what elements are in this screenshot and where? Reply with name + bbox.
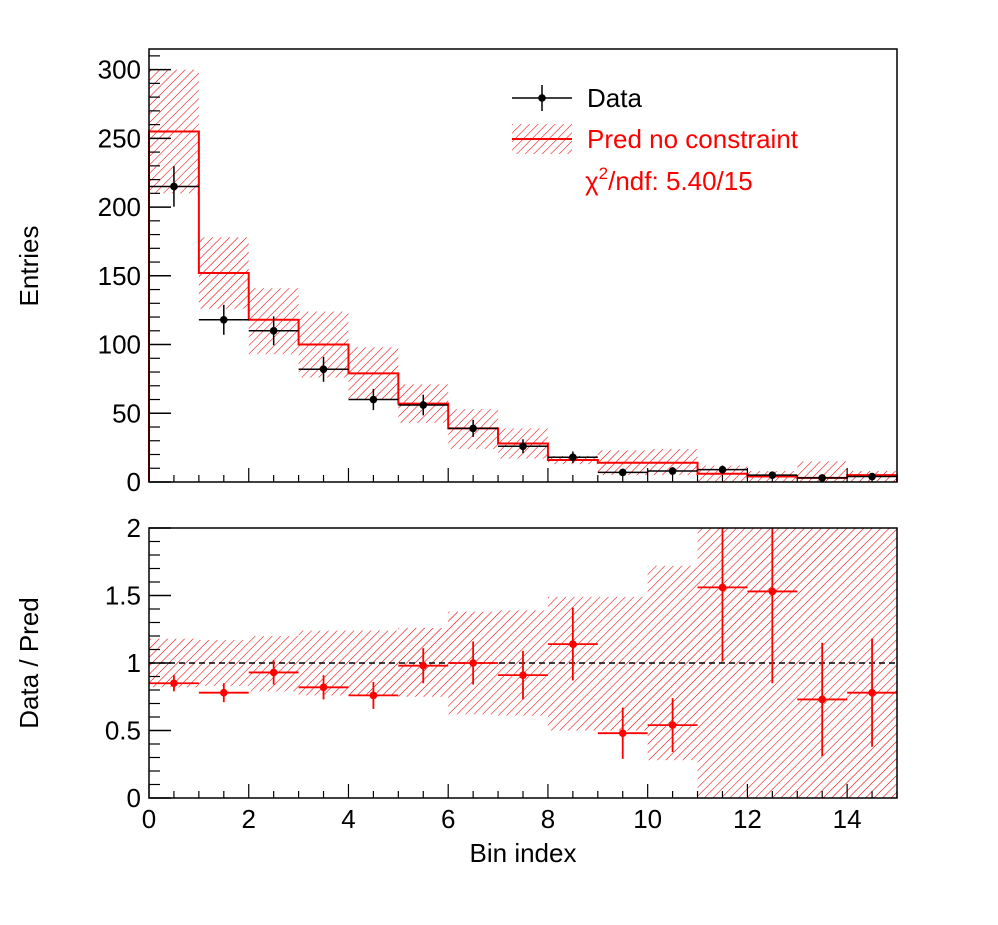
top-y-tick-label: 150 <box>98 261 141 291</box>
x-tick-label: 14 <box>833 804 862 834</box>
top-frame <box>149 49 897 482</box>
top-y-tick-label: 200 <box>98 192 141 222</box>
ratio-y-tick-label: 1 <box>127 648 141 678</box>
x-tick-label: 12 <box>733 804 762 834</box>
chi2-annotation: χ2/ndf: 5.40/15 <box>585 164 753 196</box>
ratio-y-axis: 0 0.5 1 1.5 2 <box>105 513 171 813</box>
ratio-point-1 <box>199 683 249 702</box>
ratio-panel: 0 0.5 1 1.5 2 0 2 4 6 8 10 12 14 Data / Pred Bin in… <box>14 513 897 868</box>
legend-entry-prediction: Pred no constraint <box>512 124 799 154</box>
x-tick-label: 6 <box>441 804 455 834</box>
legend-entry-data: Data <box>512 83 642 113</box>
x-tick-label: 10 <box>633 804 662 834</box>
ratio-y-tick-label: 0 <box>127 783 141 813</box>
x-tick-label: 8 <box>541 804 555 834</box>
ratio-y-tick-label: 1.5 <box>105 581 141 611</box>
top-y-tick-label: 0 <box>127 467 141 497</box>
x-axis-label: Bin index <box>470 838 577 868</box>
top-y-tick-label: 50 <box>112 398 141 428</box>
top-panel: 0 50 100 150 200 250 300 Entries Data Pred no … <box>14 49 897 497</box>
top-y-tick-label: 250 <box>98 123 141 153</box>
legend: Data Pred no constraint χ2/ndf: 5.40/15 <box>512 83 799 196</box>
top-y-axis-label: Entries <box>14 226 44 307</box>
legend-label-data: Data <box>587 83 642 113</box>
top-y-tick-label: 300 <box>98 55 141 85</box>
x-tick-label: 2 <box>241 804 255 834</box>
ratio-y-tick-label: 2 <box>127 513 141 543</box>
top-y-tick-label: 100 <box>98 330 141 360</box>
ratio-y-tick-label: 0.5 <box>105 716 141 746</box>
data-point-1 <box>199 305 249 335</box>
legend-label-prediction: Pred no constraint <box>587 124 799 154</box>
ratio-y-axis-label: Data / Pred <box>14 597 44 729</box>
x-tick-label: 4 <box>341 804 355 834</box>
x-tick-label: 0 <box>142 804 156 834</box>
